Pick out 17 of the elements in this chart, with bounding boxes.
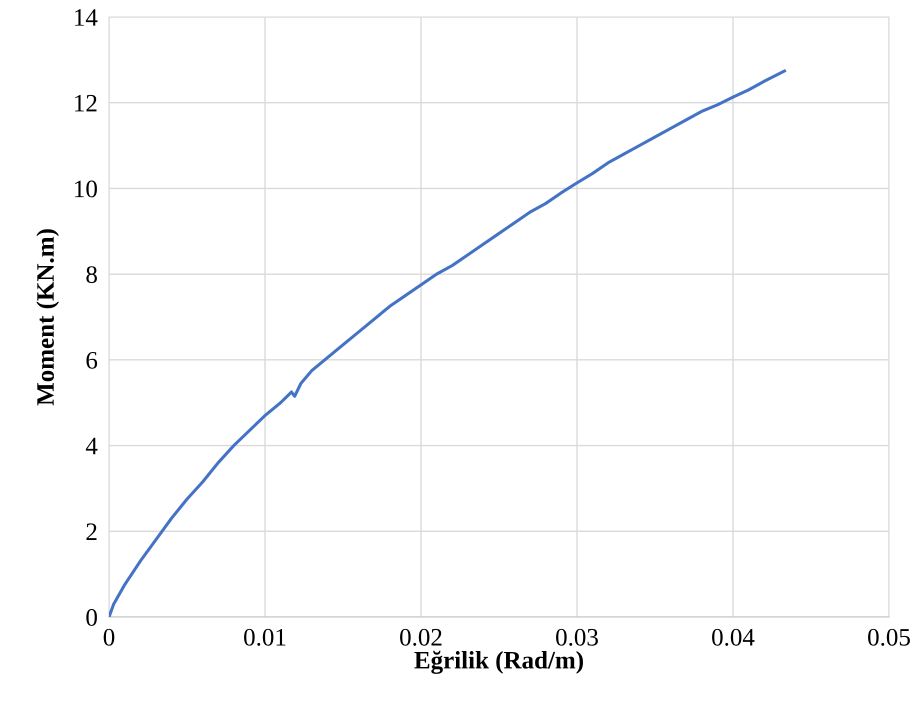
x-tick-label: 0.02 <box>400 628 442 646</box>
y-tick-label: 10 <box>75 180 97 198</box>
x-tick-label: 0.04 <box>712 628 754 646</box>
y-tick-label: 4 <box>86 438 98 454</box>
y-tick-label: 14 <box>75 9 98 26</box>
y-tick-label: 6 <box>86 352 98 369</box>
line-series <box>109 69 786 617</box>
x-tick-label: 0.03 <box>556 628 598 646</box>
y-tick-label: 12 <box>75 94 97 112</box>
y-tick-label: 2 <box>86 523 97 540</box>
x-tick-label: 0.01 <box>244 628 286 646</box>
x-tick-label: 0 <box>104 628 114 646</box>
x-axis-title: Eğrilik (Rad/m) <box>414 650 583 674</box>
y-axis-title: Moment (KN.m) <box>36 229 59 406</box>
x-tick-label: 0.05 <box>868 628 910 646</box>
y-tick-label: 0 <box>86 609 97 626</box>
y-tick-label: 8 <box>86 266 97 284</box>
